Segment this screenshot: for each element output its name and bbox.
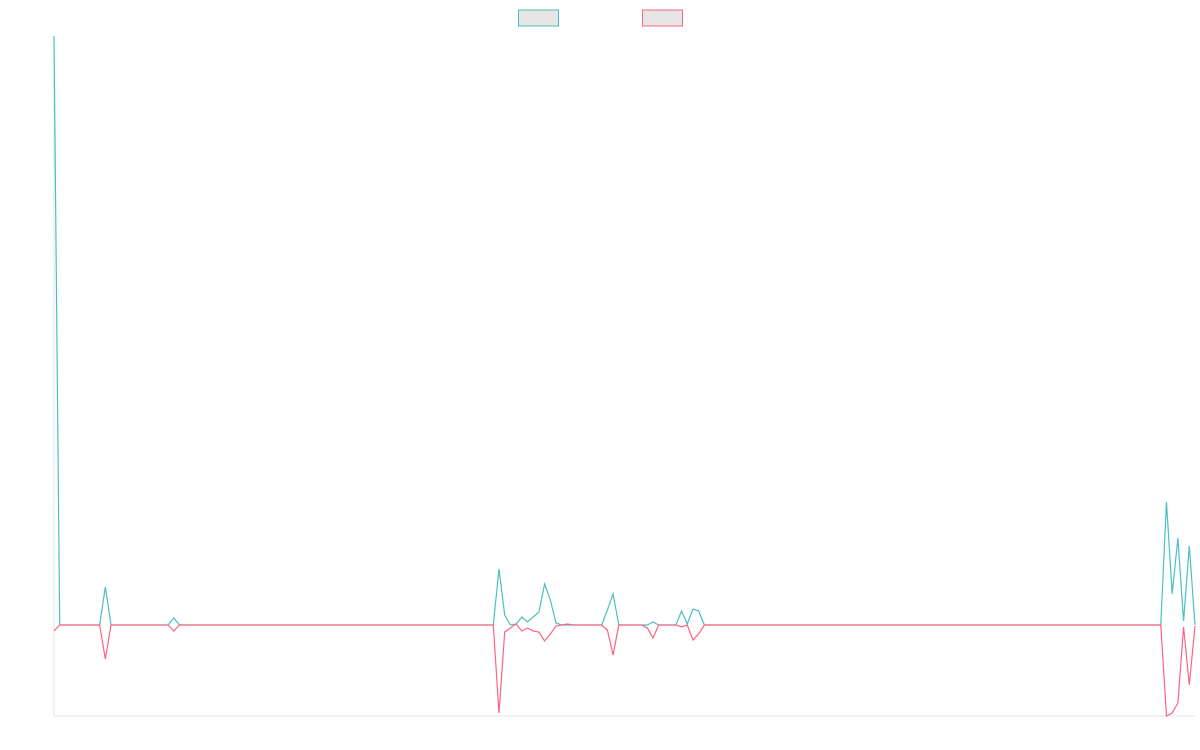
legend-swatch <box>642 9 683 27</box>
series-line <box>53 623 1196 717</box>
legend-swatch <box>518 9 559 27</box>
series-line <box>53 35 1196 626</box>
